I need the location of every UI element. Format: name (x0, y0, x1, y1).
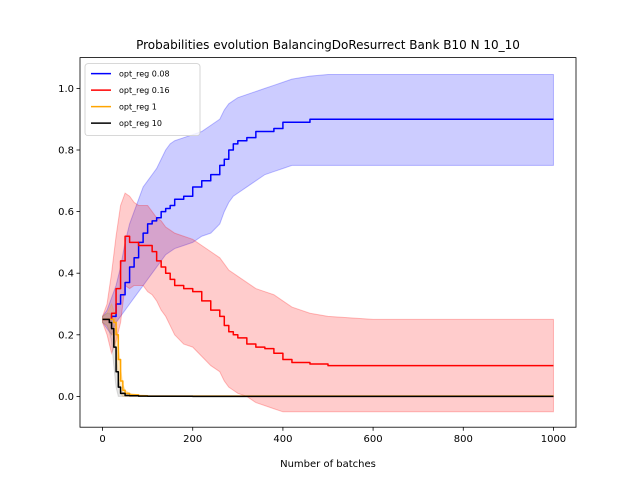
y-tick-label: 0.0 (58, 392, 74, 403)
y-tick-label: 0.8 (58, 146, 74, 157)
legend: opt_reg 0.08 opt_reg 0.16 opt_reg 1 opt_reg… (84, 63, 201, 136)
x-tick-label: 0 (99, 434, 105, 445)
line-series-4 (102, 318, 554, 398)
band-series-2 (102, 192, 554, 413)
chart-title: Probabilities evolution BalancingDoResur… (136, 38, 520, 52)
series-lines (102, 118, 554, 398)
legend-label: opt_reg 0.08 (119, 70, 170, 79)
y-axis: 0.0 0.2 0.4 0.6 0.8 1.0 (58, 84, 80, 403)
plot-frame (79, 57, 577, 428)
y-tick-label: 0.6 (58, 207, 74, 218)
x-tick-label: 400 (273, 434, 292, 445)
y-tick-label: 0.2 (58, 330, 74, 341)
line-series-1 (102, 118, 554, 321)
x-axis-label: Number of batches (280, 459, 376, 470)
x-tick-label: 800 (454, 434, 473, 445)
y-tick-label: 1.0 (58, 84, 74, 95)
x-tick-label: 200 (183, 434, 202, 445)
x-axis: 0 200 400 600 800 1000 (99, 427, 566, 445)
legend-label: opt_reg 10 (119, 119, 162, 128)
band-series-1 (102, 74, 554, 336)
x-tick-label: 600 (364, 434, 383, 445)
legend-box (84, 63, 201, 136)
legend-label: opt_reg 0.16 (119, 86, 170, 95)
x-tick-label: 1000 (541, 434, 566, 445)
y-tick-label: 0.4 (58, 269, 74, 280)
line-series-2 (102, 235, 554, 367)
legend-label: opt_reg 1 (119, 103, 157, 112)
